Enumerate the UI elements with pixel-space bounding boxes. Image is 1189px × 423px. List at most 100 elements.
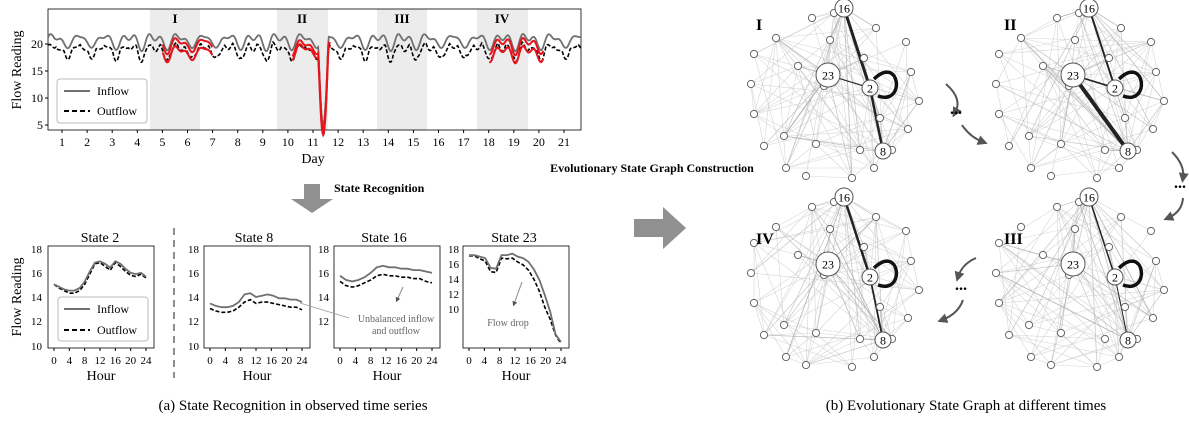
y-tick: 12 xyxy=(448,289,459,301)
x-tick: 16 xyxy=(266,355,278,367)
period-label-4: IV xyxy=(495,11,510,26)
graph-node-label: 2 xyxy=(867,271,873,285)
self-loop-edge xyxy=(872,259,899,289)
y-tick: 14 xyxy=(31,292,43,304)
x-tick: 16 xyxy=(525,355,537,367)
graph-node-label: 16 xyxy=(838,2,850,16)
graph-node xyxy=(1100,334,1110,344)
y-tick-20: 20 xyxy=(31,37,43,51)
x-tick: 12 xyxy=(381,355,392,367)
graph-node xyxy=(901,226,911,236)
y-tick: 12 xyxy=(31,316,42,328)
state-recognition-arrow: State Recognition xyxy=(291,181,425,213)
graph-node xyxy=(1070,35,1080,45)
graph-node xyxy=(746,79,756,89)
period-label-1: I xyxy=(172,11,177,26)
graph-node xyxy=(1026,163,1036,173)
graph-node xyxy=(1159,96,1169,106)
highlighted-state-inflow xyxy=(161,37,214,56)
y-tick: 14 xyxy=(188,292,200,304)
graph-edges xyxy=(995,196,1165,368)
graph-time-label: III xyxy=(1004,231,1023,248)
graph-transition-arrows: ... ... ... xyxy=(937,83,1189,323)
graph-node xyxy=(1116,23,1126,33)
graph-node xyxy=(1120,113,1130,123)
graph-node-label: 23 xyxy=(822,69,834,83)
y-tick: 10 xyxy=(31,341,43,353)
x-tick: 7 xyxy=(210,135,216,149)
graph-node xyxy=(771,33,781,43)
annotation-arrow xyxy=(512,281,523,307)
caption-a: (a) State Recognition in observed time s… xyxy=(158,398,427,414)
x-tick: 0 xyxy=(207,355,213,367)
y-tick: 16 xyxy=(448,259,460,271)
x-tick: 4 xyxy=(134,135,140,149)
panel-frame xyxy=(47,245,155,349)
inflow-series xyxy=(469,252,562,343)
x-tick: 16 xyxy=(110,355,122,367)
graph-node xyxy=(869,352,879,362)
graph-node xyxy=(1151,256,1161,266)
graph-node xyxy=(903,313,913,323)
y-tick: 16 xyxy=(31,268,43,280)
graph-node xyxy=(779,131,789,141)
y-tick: 14 xyxy=(318,292,330,304)
bottom-legend: Inflow Outflow xyxy=(57,296,149,342)
period-shade-1 xyxy=(150,9,200,130)
period-label-3: III xyxy=(394,11,409,26)
inflow-series xyxy=(47,33,582,128)
x-tick: 4 xyxy=(482,355,488,367)
graph-node-2 xyxy=(1106,79,1124,97)
state-panel-2: State 2 18 16 14 12 10 0 4 8 12 16 20 24 Hour … xyxy=(10,231,155,384)
inflow-series xyxy=(209,292,303,309)
x-tick: 19 xyxy=(508,135,520,149)
x-tick: 20 xyxy=(411,355,423,367)
state-recognition-label: State Recognition xyxy=(334,181,425,195)
graph-node xyxy=(1004,330,1014,340)
graph-node xyxy=(811,328,821,338)
annotation-unbalanced-line2: and outflow xyxy=(372,326,421,337)
graph-node xyxy=(914,285,924,295)
graph-node xyxy=(1120,302,1130,312)
construction-label: Evolutionary State Graph Construction xyxy=(550,161,754,175)
graph-node xyxy=(875,113,885,123)
graph-edge-heavy xyxy=(1071,73,1130,153)
graph-node-2 xyxy=(1106,268,1124,286)
graph-node xyxy=(847,362,857,372)
x-tick: 20 xyxy=(540,355,552,367)
graph-node xyxy=(807,202,817,212)
x-tick: 8 xyxy=(497,355,503,367)
x-tick: 0 xyxy=(466,355,472,367)
graph-node-label: 2 xyxy=(867,82,873,96)
legend-outflow-label: Outflow xyxy=(97,323,137,337)
x-tick: 21 xyxy=(558,135,570,149)
graph-node-2 xyxy=(861,79,879,97)
x-tick: 4 xyxy=(67,355,73,367)
graph-node-label: 2 xyxy=(1112,271,1118,285)
x-tick: 18 xyxy=(483,135,495,149)
graph-node xyxy=(1070,224,1080,234)
graph-node-label: 23 xyxy=(1067,69,1079,83)
graph-edge-heavy xyxy=(842,196,872,278)
graph-node-label: 8 xyxy=(880,145,886,159)
graph-node xyxy=(901,37,911,47)
graph-node xyxy=(793,250,803,260)
graph-node xyxy=(1038,250,1048,260)
x-tick: 24 xyxy=(297,355,309,367)
graph-node xyxy=(871,212,881,222)
period-shade-3 xyxy=(377,9,427,130)
state-graph-II: 16 23 2 8 II xyxy=(991,0,1169,183)
legend-outflow-label: Outflow xyxy=(97,104,137,118)
y-tick-5: 5 xyxy=(37,118,43,132)
graph-node xyxy=(994,298,1004,308)
annotation-connector xyxy=(299,302,350,319)
x-tick: 12 xyxy=(332,135,344,149)
graph-node xyxy=(1038,61,1048,71)
inflow-series xyxy=(339,264,433,283)
state-panel-23: State 23 18 16 14 12 10 0 4 8 12 16 20 24 Hour… xyxy=(448,231,570,384)
graph-node xyxy=(906,67,916,77)
x-tick: 6 xyxy=(185,135,191,149)
highlighted-state-outflow xyxy=(291,43,331,138)
